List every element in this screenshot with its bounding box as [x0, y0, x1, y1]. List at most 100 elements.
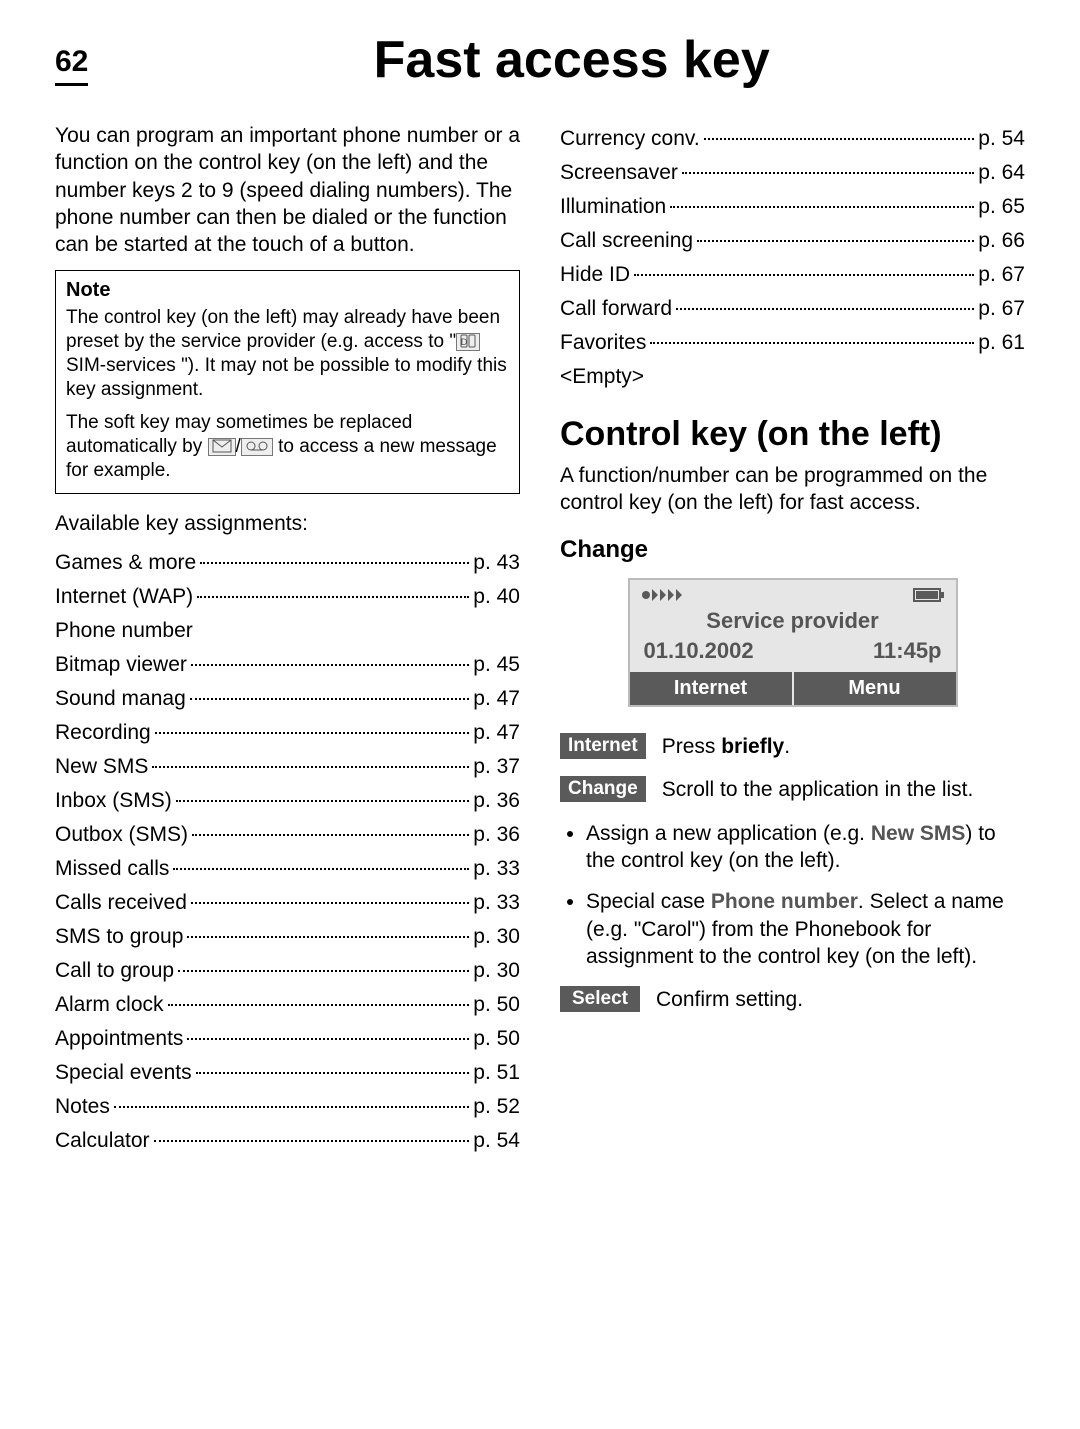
action-desc: Press briefly.	[662, 733, 1025, 760]
phone-softkey-row: Internet Menu	[630, 672, 956, 705]
toc-row: Call screening p. 66	[560, 224, 1025, 258]
phone-status-bar	[630, 580, 956, 606]
toc-page-ref: p. 66	[978, 224, 1025, 258]
toc-leader-dots	[192, 834, 469, 836]
toc-page-ref: p. 36	[473, 818, 520, 852]
phone-screen-mock: Service provider 01.10.2002 11:45p Inter…	[628, 578, 958, 707]
toc-leader-dots	[634, 274, 974, 276]
toc-label: Games & more	[55, 546, 196, 580]
toc-label: Currency conv.	[560, 122, 700, 156]
toc-row: SMS to group p. 30	[55, 920, 520, 954]
note-p1b: SIM-services "). It may not be possible …	[66, 355, 507, 400]
toc-label: Phone number	[55, 614, 193, 648]
toc-row: Call to groupp. 30	[55, 954, 520, 988]
action-steps: Internet Press briefly. ChangeScroll to th…	[560, 733, 1025, 804]
softkey-left[interactable]: Internet	[630, 672, 792, 705]
svg-text:D: D	[461, 337, 468, 347]
toc-page-ref: p. 54	[473, 1124, 520, 1158]
note-p1a: The control key (on the left) may alread…	[66, 307, 500, 352]
phone-datetime-row: 01.10.2002 11:45p	[630, 638, 956, 672]
page-number: 62	[55, 45, 88, 86]
toc-page-ref: p. 52	[473, 1090, 520, 1124]
toc-label: Notes	[55, 1090, 110, 1124]
toc-label: Call forward	[560, 292, 672, 326]
toc-label: Bitmap viewer	[55, 648, 187, 682]
toc-page-ref: p. 54	[978, 122, 1025, 156]
two-column-layout: You can program an important phone numbe…	[55, 122, 1025, 1158]
select-step: Select Confirm setting.	[560, 986, 1025, 1013]
toc-leader-dots	[197, 596, 469, 598]
note-para-1: The control key (on the left) may alread…	[66, 306, 509, 401]
action-pill[interactable]: Internet	[560, 733, 646, 759]
toc-page-ref: p. 36	[473, 784, 520, 818]
change-heading: Change	[560, 536, 1025, 564]
bullet-list: Assign a new application (e.g. New SMS) …	[560, 820, 1025, 970]
toc-page-ref: p. 67	[978, 258, 1025, 292]
toc-label: Call screening	[560, 224, 693, 258]
battery-icon	[912, 586, 946, 604]
toc-label: Illumination	[560, 190, 666, 224]
toc-leader-dots	[682, 172, 974, 174]
note-heading: Note	[66, 279, 509, 302]
toc-row: Games & morep. 43	[55, 546, 520, 580]
toc-leader-dots	[191, 902, 469, 904]
toc-page-ref: p. 30	[473, 954, 520, 988]
toc-page-ref: p. 50	[473, 1022, 520, 1056]
toc-label: Internet (WAP)	[55, 580, 193, 614]
toc-row: Calls receivedp. 33	[55, 886, 520, 920]
toc-row: Bitmap viewer p. 45	[55, 648, 520, 682]
toc-page-ref: p. 67	[978, 292, 1025, 326]
toc-page-ref: p. 40	[473, 580, 520, 614]
toc-leader-dots	[114, 1106, 469, 1108]
toc-label: Outbox (SMS)	[55, 818, 188, 852]
toc-page-ref: p. 50	[473, 988, 520, 1022]
toc-row: <Empty>	[560, 360, 1025, 394]
voicemail-icon	[241, 438, 273, 456]
toc-label: SMS to group	[55, 920, 183, 954]
toc-leader-dots	[168, 1004, 470, 1006]
toc-label: Inbox (SMS)	[55, 784, 172, 818]
toc-row: Call forward p. 67	[560, 292, 1025, 326]
toc-leader-dots	[154, 1140, 470, 1142]
toc-page-ref: p. 61	[978, 326, 1025, 360]
page: 62 Fast access key You can program an im…	[0, 0, 1080, 1208]
toc-row: Phone number	[55, 614, 520, 648]
toc-row: Notes p. 52	[55, 1090, 520, 1124]
softkey-right[interactable]: Menu	[792, 672, 956, 705]
toc-leader-dots	[650, 342, 974, 344]
toc-page-ref: p. 45	[473, 648, 520, 682]
toc-leader-dots	[187, 936, 469, 938]
toc-left-list: Games & morep. 43Internet (WAP) p. 40 Phon…	[55, 546, 520, 1158]
signal-icon	[640, 586, 690, 604]
toc-leader-dots	[196, 1072, 470, 1074]
toc-row: Currency conv. p. 54	[560, 122, 1025, 156]
toc-label: Screensaver	[560, 156, 678, 190]
phone-provider-label: Service provider	[630, 606, 956, 638]
toc-leader-dots	[697, 240, 974, 242]
toc-row: Inbox (SMS) p. 36	[55, 784, 520, 818]
action-row: ChangeScroll to the application in the l…	[560, 776, 1025, 803]
toc-page-ref: p. 37	[473, 750, 520, 784]
note-para-2: The soft key may sometimes be replaced a…	[66, 411, 509, 482]
toc-row: Outbox (SMS) p. 36	[55, 818, 520, 852]
toc-row: New SMSp. 37	[55, 750, 520, 784]
toc-row: Sound manag p. 47	[55, 682, 520, 716]
toc-right-list: Currency conv.p. 54Screensaverp. 64Illum…	[560, 122, 1025, 394]
toc-leader-dots	[670, 206, 974, 208]
toc-row: Recordingp. 47	[55, 716, 520, 750]
toc-page-ref: p. 33	[473, 886, 520, 920]
right-column: Currency conv.p. 54Screensaverp. 64Illum…	[560, 122, 1025, 1158]
select-pill[interactable]: Select	[560, 986, 640, 1012]
toc-label: Sound manag	[55, 682, 186, 716]
section-heading: Control key (on the left)	[560, 416, 1025, 453]
toc-leader-dots	[200, 562, 469, 564]
action-pill[interactable]: Change	[560, 776, 646, 802]
phone-time: 11:45p	[873, 638, 942, 664]
toc-page-ref: p. 47	[473, 682, 520, 716]
toc-page-ref: p. 30	[473, 920, 520, 954]
toc-label: Favorites	[560, 326, 646, 360]
note-body: The control key (on the left) may alread…	[66, 306, 509, 482]
toc-page-ref: p. 47	[473, 716, 520, 750]
toc-row: Appointmentsp. 50	[55, 1022, 520, 1056]
toc-page-ref: p. 51	[473, 1056, 520, 1090]
